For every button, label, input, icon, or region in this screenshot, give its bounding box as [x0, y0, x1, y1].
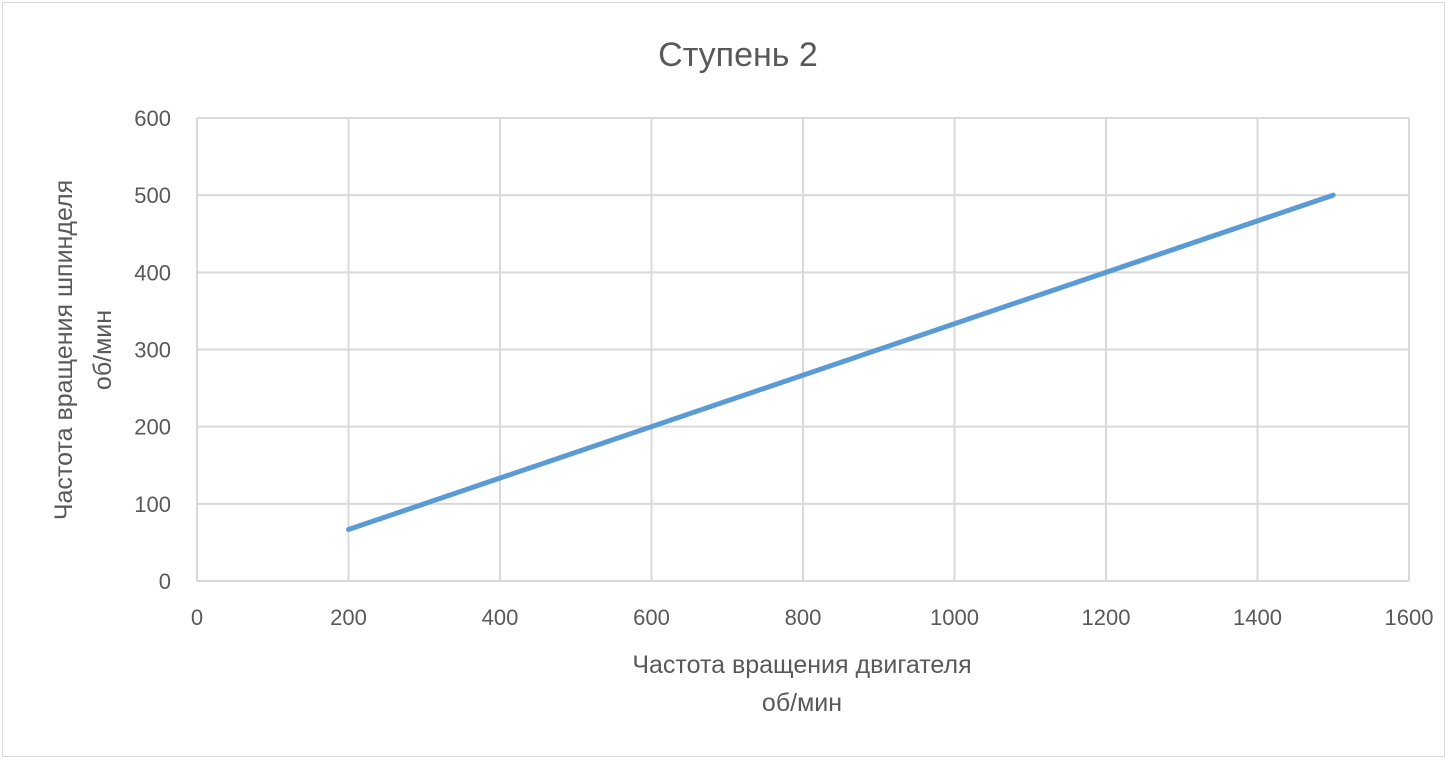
x-tick-label-1000: 1000 [930, 605, 979, 630]
x-tick-label-0: 0 [191, 605, 203, 630]
labels-layer: Ступень 2 Частота вращения двигателя об/… [50, 36, 1433, 717]
x-tick-label-200: 200 [330, 605, 367, 630]
x-tick-label-1400: 1400 [1233, 605, 1282, 630]
x-tick-label-600: 600 [633, 605, 670, 630]
grid-layer [197, 117, 1410, 581]
x-tick-label-800: 800 [785, 605, 822, 630]
y-axis-title-line-1: Частота вращения шпинделя [50, 180, 78, 520]
series-layer [346, 192, 1336, 533]
y-tick-label-600: 600 [134, 106, 171, 131]
y-tick-label-100: 100 [134, 492, 171, 517]
axes-layer [196, 118, 1409, 582]
x-tick-label-400: 400 [482, 605, 519, 630]
x-axis-title-line-1: Частота вращения двигателя [632, 651, 971, 679]
y-axis-title-line-2-wrap: об/мин [89, 310, 117, 390]
y-axis-title-line-1-wrap: Частота вращения шпинделя [50, 180, 78, 520]
y-axis-title-line-2: об/мин [89, 310, 117, 390]
y-tick-label-0: 0 [159, 569, 171, 594]
y-tick-label-300: 300 [134, 338, 171, 363]
y-tick-label-500: 500 [134, 183, 171, 208]
chart-title: Ступень 2 [658, 36, 818, 74]
y-tick-label-400: 400 [134, 260, 171, 285]
x-tick-label-1600: 1600 [1385, 605, 1434, 630]
x-tick-label-1200: 1200 [1082, 605, 1131, 630]
x-axis-title-line-2: об/мин [762, 689, 842, 717]
series-line-0 [346, 192, 1336, 533]
y-tick-label-200: 200 [134, 415, 171, 440]
